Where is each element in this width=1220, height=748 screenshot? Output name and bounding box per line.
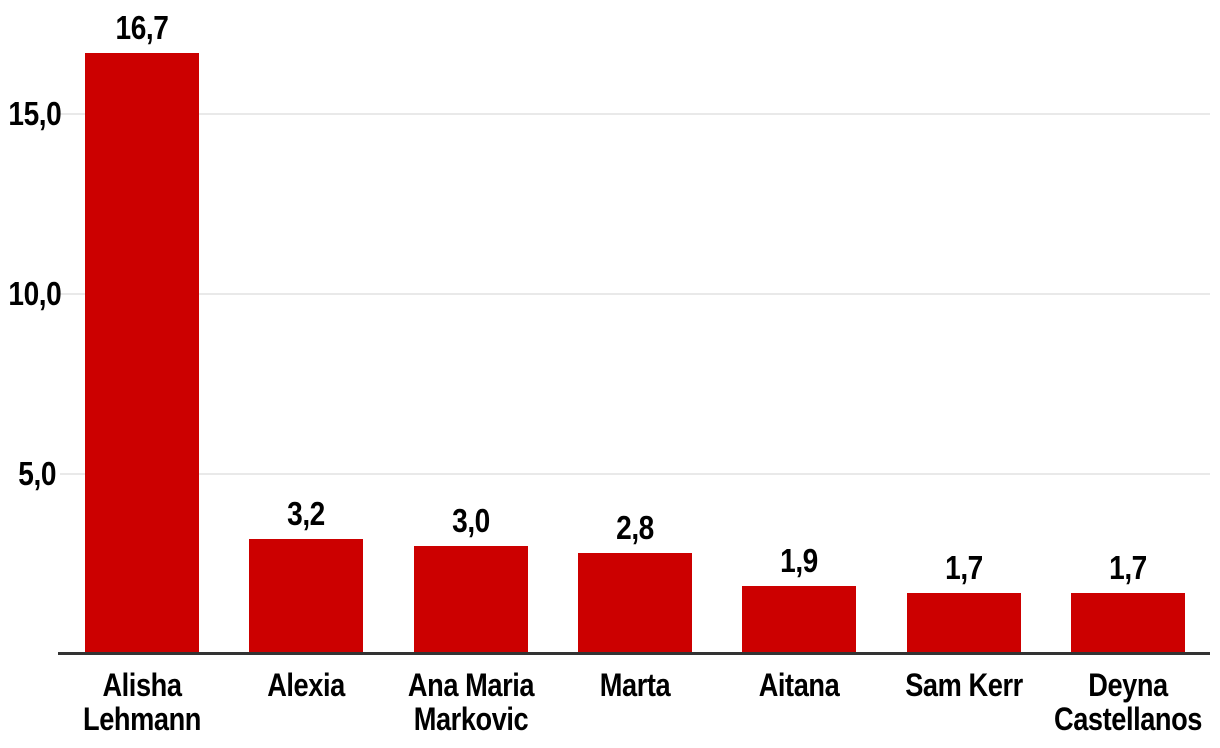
bar-2 [414, 546, 528, 654]
bar-1 [249, 539, 363, 654]
category-label-line: Marta [599, 667, 671, 703]
category-label-line: Sam Kerr [905, 667, 1023, 703]
gridline [60, 293, 1210, 295]
bar-value-label: 3,2 [287, 495, 325, 532]
bar-0 [85, 53, 199, 654]
bar-value-label: 16,7 [115, 9, 169, 46]
gridline [60, 113, 1210, 115]
y-tick-label: 10,0 [8, 275, 62, 312]
bar-value-label: 3,0 [452, 502, 490, 539]
bar-6 [1071, 593, 1185, 654]
gridline [60, 473, 1210, 475]
category-label: Marta [542, 668, 729, 702]
category-label: Alexia [213, 668, 400, 702]
category-label-line: Ana Maria [407, 667, 535, 703]
bar-5 [907, 593, 1021, 654]
category-label-line: Castellanos [1053, 701, 1203, 737]
bar-value-label: 1,9 [780, 542, 818, 579]
bar-value-label: 1,7 [1109, 549, 1147, 586]
x-axis-line [58, 652, 1210, 655]
category-label-line: Markovic [413, 701, 529, 737]
category-label: Sam Kerr [871, 668, 1058, 702]
category-label: Deyna Castellanos [1035, 668, 1220, 736]
y-tick-label: 5,0 [18, 455, 56, 492]
category-label-line: Lehmann [83, 701, 201, 737]
category-label-line: Alexia [267, 667, 345, 703]
category-label-line: Alisha [102, 667, 182, 703]
bar-3 [578, 553, 692, 654]
y-tick-label: 15,0 [8, 95, 62, 132]
category-label-line: Aitana [758, 667, 840, 703]
category-label: Aitana [706, 668, 893, 702]
bar-value-label: 2,8 [616, 509, 654, 546]
category-label-line: Deyna [1088, 667, 1168, 703]
bar-value-label: 1,7 [945, 549, 983, 586]
bar-4 [742, 586, 856, 654]
category-label: Alisha Lehmann [49, 668, 236, 736]
category-label: Ana Maria Markovic [378, 668, 565, 736]
